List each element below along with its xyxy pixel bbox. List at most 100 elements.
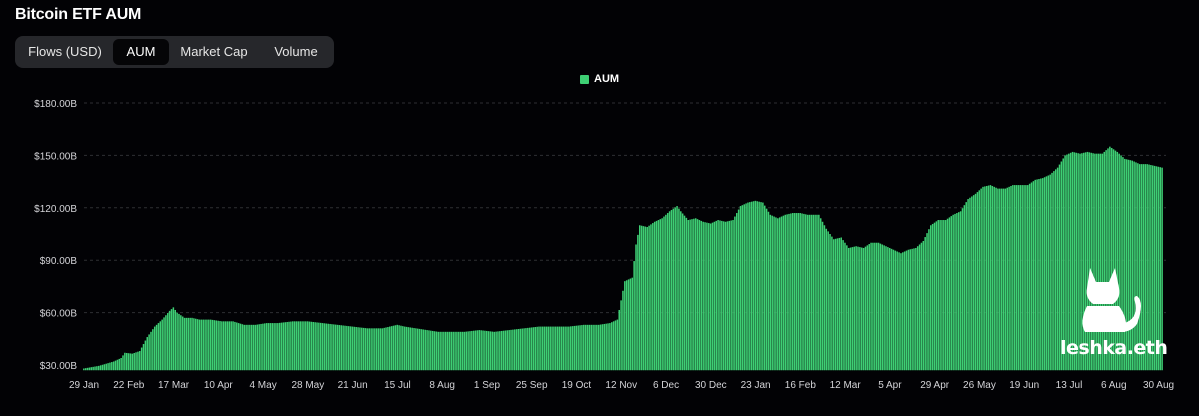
- aum-bar: [931, 223, 934, 371]
- aum-bar: [1127, 159, 1130, 371]
- aum-bar: [859, 247, 861, 371]
- aum-bar: [316, 322, 318, 371]
- aum-bar: [512, 329, 514, 371]
- aum-bar: [271, 323, 273, 371]
- tab-flows-usd[interactable]: Flows (USD): [28, 44, 102, 59]
- aum-bar: [422, 329, 425, 371]
- aum-bar: [286, 321, 288, 371]
- aum-bar: [346, 325, 348, 371]
- aum-bar: [325, 323, 328, 371]
- aum-bar: [1159, 167, 1161, 371]
- aum-bar: [413, 328, 415, 371]
- aum-bar: [752, 201, 755, 371]
- aum-bar: [538, 326, 540, 371]
- aum-bar: [793, 213, 796, 371]
- aum-bar: [482, 330, 484, 371]
- aum-bar: [293, 321, 296, 371]
- x-tick-label: 22 Feb: [113, 380, 145, 391]
- aum-bar: [862, 247, 865, 371]
- aum-bar: [247, 324, 249, 371]
- aum-bar: [290, 321, 292, 371]
- aum-bar: [549, 326, 551, 371]
- aum-bar: [743, 204, 745, 371]
- aum-bar: [670, 209, 673, 371]
- aum-bar: [122, 355, 124, 371]
- aum-bar: [946, 218, 949, 371]
- aum-bar: [1161, 167, 1163, 371]
- aum-bar: [909, 249, 912, 371]
- aum-bar: [540, 326, 542, 371]
- aum-bar: [1142, 164, 1145, 371]
- aum-bar: [112, 361, 115, 371]
- aum-bar: [736, 213, 738, 371]
- aum-bar: [1025, 185, 1027, 371]
- aum-bar: [575, 325, 578, 371]
- aum-bar: [1034, 179, 1036, 371]
- aum-bar: [1019, 185, 1022, 371]
- aum-bar: [161, 319, 163, 371]
- aum-bar: [489, 331, 492, 371]
- aum-bar: [172, 307, 175, 371]
- aum-bar: [659, 219, 662, 371]
- aum-bar: [232, 321, 234, 371]
- tab-aum[interactable]: AUM: [113, 39, 169, 65]
- aum-bar: [556, 326, 559, 371]
- aum-bar: [249, 324, 251, 371]
- aum-bar: [844, 242, 846, 371]
- aum-bar: [849, 247, 852, 371]
- aum-bar: [1068, 153, 1070, 371]
- chart-legend[interactable]: AUM: [580, 72, 619, 86]
- aum-bar: [222, 321, 225, 371]
- aum-bar: [372, 328, 374, 371]
- aum-bar: [1053, 171, 1055, 371]
- aum-bar: [609, 323, 611, 371]
- aum-bar: [150, 331, 152, 371]
- aum-bar: [262, 323, 264, 371]
- aum-bar: [514, 329, 516, 371]
- aum-bar: [111, 362, 113, 371]
- aum-bar: [250, 324, 253, 371]
- aum-bar: [569, 326, 572, 371]
- aum-bar: [105, 363, 107, 371]
- aum-bar: [1125, 159, 1128, 371]
- aum-bar: [681, 213, 684, 371]
- aum-bar: [1088, 152, 1091, 371]
- aum-bar: [691, 219, 693, 371]
- tab-market-cap[interactable]: Market Cap: [180, 44, 248, 59]
- aum-bar: [152, 329, 154, 371]
- aum-bar: [280, 322, 283, 371]
- aum-bar: [633, 261, 635, 371]
- aum-bar: [96, 366, 98, 371]
- x-tick-label: 13 Jul: [1056, 380, 1083, 391]
- x-tick-label: 6 Aug: [1101, 380, 1127, 391]
- aum-bar: [749, 202, 751, 371]
- y-tick-label: $120.00B: [34, 204, 77, 215]
- aum-bar: [543, 326, 546, 371]
- aum-bar: [159, 321, 162, 371]
- aum-bar: [558, 326, 561, 371]
- aum-bar: [500, 330, 503, 371]
- tab-volume[interactable]: Volume: [274, 44, 318, 59]
- aum-bar: [952, 214, 954, 371]
- aum-bar: [930, 225, 932, 371]
- aum-bar: [693, 218, 695, 371]
- aum-bar: [1097, 153, 1100, 371]
- aum-bar: [446, 331, 449, 371]
- aum-bar: [306, 321, 309, 371]
- aum-bar: [90, 367, 93, 371]
- aum-bar: [195, 318, 197, 371]
- aum-bar: [456, 331, 458, 371]
- aum-bar: [1043, 177, 1046, 371]
- aum-bar: [597, 324, 600, 371]
- aum-bar: [786, 214, 788, 371]
- aum-bar: [131, 353, 134, 371]
- aum-bar: [838, 237, 841, 371]
- legend-swatch-aum: [580, 74, 589, 84]
- aum-bar: [336, 324, 339, 371]
- aum-bar: [1071, 151, 1074, 371]
- aum-bar: [454, 331, 456, 371]
- aum-bar: [916, 246, 919, 371]
- x-tick-label: 5 Apr: [878, 380, 902, 391]
- aum-bar: [120, 358, 122, 371]
- aum-bar: [491, 331, 494, 371]
